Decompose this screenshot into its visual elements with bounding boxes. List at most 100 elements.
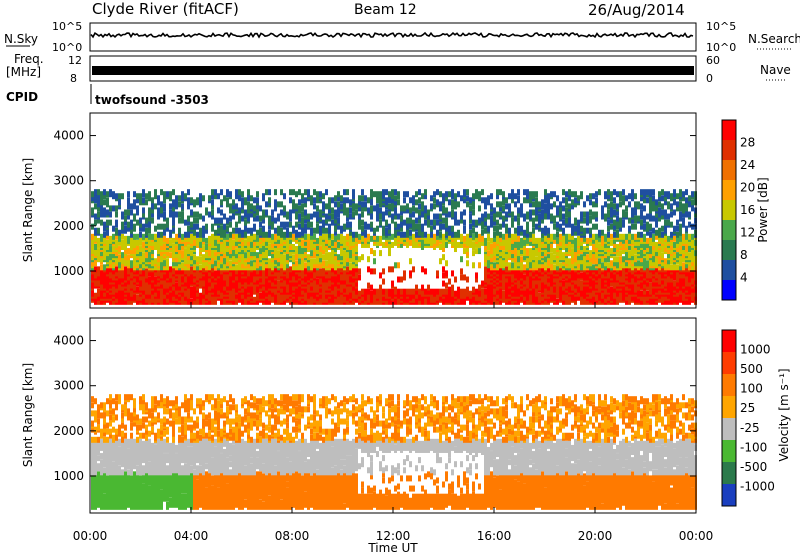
power-cell <box>397 262 400 269</box>
power-cell <box>310 227 313 234</box>
power-cell <box>172 215 175 222</box>
power-cell <box>139 221 142 228</box>
power-cell <box>265 235 268 242</box>
power-cell <box>580 280 583 287</box>
power-cell <box>469 205 472 212</box>
power-cell <box>550 241 553 248</box>
power-cell <box>430 296 433 303</box>
power-cell <box>310 221 313 228</box>
power-cell <box>328 280 331 287</box>
power-cell <box>97 211 100 218</box>
power-cell <box>322 227 325 234</box>
power-cell <box>124 270 127 277</box>
power-cell <box>295 203 298 210</box>
power-cell <box>157 207 160 214</box>
power-cell <box>157 288 160 295</box>
power-cell <box>283 264 286 271</box>
power-cell <box>139 262 142 269</box>
power-cell <box>400 276 403 283</box>
power-cell <box>373 258 376 265</box>
freq-tick-top: 12 <box>68 54 82 67</box>
power-cell <box>259 254 262 261</box>
power-cell <box>139 268 142 275</box>
power-cell <box>130 209 133 216</box>
power-cell <box>268 258 271 265</box>
power-cell <box>169 229 172 236</box>
power-cell <box>184 219 187 226</box>
power-cell <box>277 292 280 299</box>
power-cell <box>295 288 298 295</box>
power-cell <box>259 221 262 228</box>
power-cell <box>415 199 418 206</box>
power-cell <box>100 250 103 257</box>
power-cell <box>193 254 196 261</box>
nsearch-tick-top: 10^5 <box>706 20 736 33</box>
plot-date-label: 26/Aug/2014 <box>588 1 685 19</box>
cpid-value: twofsound -3503 <box>95 93 209 107</box>
power-cell <box>289 197 292 204</box>
power-cell <box>193 243 196 250</box>
power-cell <box>544 203 547 210</box>
power-cell <box>367 207 370 214</box>
power-cell <box>148 191 151 198</box>
power-cell <box>220 209 223 216</box>
power-cell <box>160 189 163 196</box>
power-cell <box>352 239 355 246</box>
power-cell <box>262 209 265 216</box>
power-cell <box>403 296 406 303</box>
power-cell <box>382 241 385 248</box>
power-cell <box>325 260 328 267</box>
power-cell <box>247 278 250 285</box>
power-cell <box>220 262 223 269</box>
power-cell <box>568 294 571 301</box>
power-cell <box>154 193 157 200</box>
power-cell <box>439 288 442 295</box>
power-cell <box>286 272 289 279</box>
power-cell <box>532 237 535 244</box>
power-cell <box>271 262 274 269</box>
power-cell <box>394 205 397 212</box>
power-cell <box>244 260 247 267</box>
power-cell <box>205 237 208 244</box>
power-cell <box>307 260 310 267</box>
power-cell <box>499 231 502 238</box>
power-cell <box>484 211 487 218</box>
power-cell <box>385 239 388 246</box>
power-cell <box>316 223 319 230</box>
power-cell <box>226 239 229 246</box>
power-cell <box>547 207 550 214</box>
power-cell <box>469 197 472 204</box>
power-cell <box>511 217 514 224</box>
power-cell <box>490 256 493 263</box>
power-cell <box>364 195 367 202</box>
power-cell <box>352 276 355 283</box>
power-cell <box>409 211 412 218</box>
power-cell <box>196 217 199 224</box>
power-cell <box>133 191 136 198</box>
power-cell <box>229 235 232 242</box>
power-cell <box>139 246 142 253</box>
power-cell <box>247 243 250 250</box>
power-cell <box>469 217 472 224</box>
power-cell <box>211 189 214 196</box>
power-cell <box>502 258 505 265</box>
power-cell <box>403 231 406 238</box>
power-cell <box>220 241 223 248</box>
power-cell <box>328 223 331 230</box>
power-cell <box>331 288 334 295</box>
power-cell <box>496 229 499 236</box>
power-cell <box>448 233 451 240</box>
power-cell <box>142 262 145 269</box>
power-cell <box>241 201 244 208</box>
power-cell <box>127 235 130 242</box>
power-cell <box>268 266 271 273</box>
power-cell <box>562 197 565 204</box>
power-cell <box>322 254 325 261</box>
power-cell <box>334 195 337 202</box>
power-cell <box>340 262 343 269</box>
power-cell <box>235 189 238 196</box>
power-cell <box>223 243 226 250</box>
power-cell <box>505 237 508 244</box>
power-cell <box>184 231 187 238</box>
power-cell <box>244 290 247 297</box>
